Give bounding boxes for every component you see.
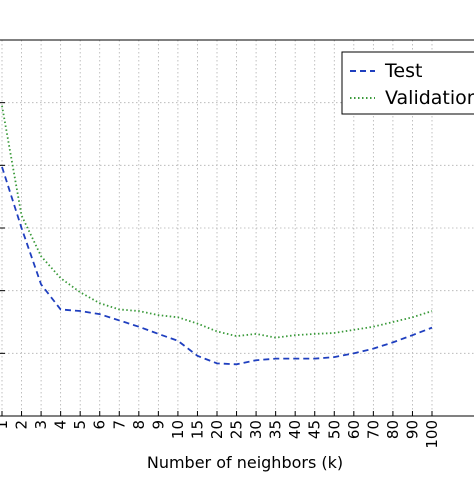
x-tick-label: 90 — [403, 420, 421, 439]
x-tick-label: 80 — [384, 420, 402, 439]
x-tick-label: 8 — [130, 420, 148, 430]
legend-label-validation: Validation — [385, 87, 474, 109]
legend-label-test: Test — [384, 60, 422, 82]
x-tick-label: 2 — [13, 420, 31, 430]
x-tick-label: 4 — [52, 420, 70, 430]
x-tick-label: 40 — [286, 420, 304, 439]
x-tick-label: 9 — [149, 420, 167, 430]
x-tick-label: 60 — [345, 420, 363, 439]
x-tick-label: 6 — [91, 420, 109, 430]
x-tick-label: 5 — [71, 420, 89, 430]
x-tick-label: 70 — [364, 420, 382, 439]
x-tick-label: 35 — [267, 420, 285, 439]
x-tick-labels: 12345678910152025303540455060708090100 — [0, 420, 441, 449]
x-tick-label: 30 — [247, 420, 265, 439]
x-tick-label: 15 — [188, 420, 206, 439]
legend: Test Validation — [342, 52, 474, 114]
x-tick-label: 20 — [208, 420, 226, 439]
x-tick-label: 45 — [306, 420, 324, 439]
x-tick-label: 7 — [110, 420, 128, 430]
x-tick-label: 25 — [228, 420, 246, 439]
x-axis-label: Number of neighbors (k) — [147, 453, 343, 472]
x-tick-label: 3 — [32, 420, 50, 430]
x-tick-label: 50 — [325, 420, 343, 439]
x-tick-label: 10 — [169, 420, 187, 439]
x-tick-label: 1 — [0, 420, 11, 430]
x-tick-label: 100 — [423, 420, 441, 449]
